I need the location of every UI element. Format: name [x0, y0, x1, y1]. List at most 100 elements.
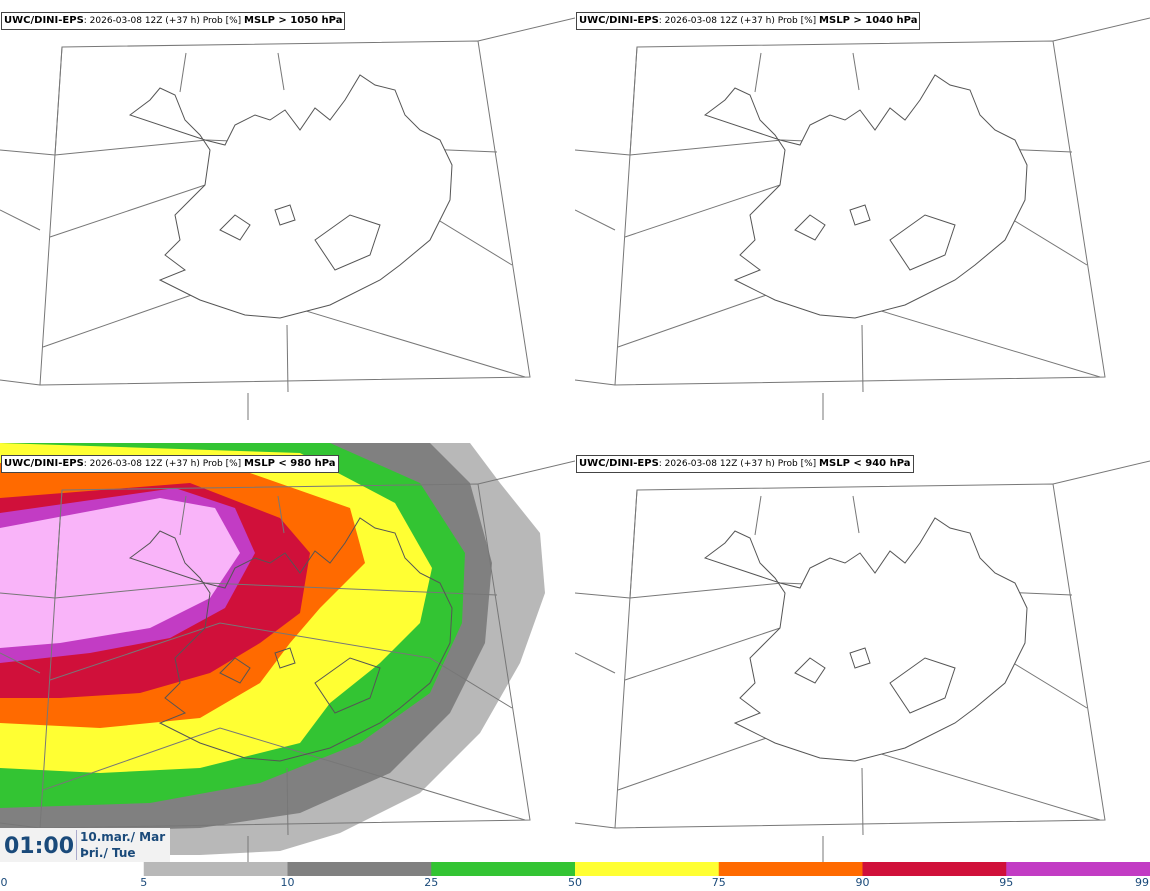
map-panel-mslp-gt-1040: UWC/DINI-EPS: 2026-03-08 12Z (+37 h) Pro…: [575, 0, 1150, 420]
graticule-line: [179, 52, 187, 93]
glacier-outline: [314, 214, 381, 271]
graticule-line: [575, 822, 616, 829]
colorbar-segment: [862, 862, 1007, 876]
graticule-line: [49, 622, 513, 709]
glacier-outline: [794, 657, 826, 684]
colorbar: [0, 862, 1150, 876]
glacier-outline: [219, 657, 251, 684]
colorbar-tick-label: 10: [280, 876, 295, 889]
graticule-line: [286, 324, 289, 393]
graticule-line: [629, 46, 638, 156]
glacier-outline: [274, 647, 296, 669]
graticule-line: [575, 209, 616, 231]
graticule-line: [0, 379, 41, 386]
colorbar-segment: [143, 862, 288, 876]
glacier-outline: [889, 657, 956, 714]
graticule-line: [1052, 460, 1150, 485]
run-info: : 2026-03-08 12Z (+37 h) Prob [%]: [83, 459, 242, 469]
graticule-line: [861, 767, 864, 836]
graticule-line: [0, 582, 498, 599]
variable-name: MSLP > 1040 hPa: [819, 15, 918, 26]
colorbar-tick-label: 25: [424, 876, 439, 889]
glacier-outline: [794, 214, 826, 241]
graticule-line: [754, 495, 762, 536]
valid-time: 01:00: [4, 834, 75, 859]
graticule-line: [277, 495, 285, 534]
glacier-outline: [219, 214, 251, 241]
panel-title: UWC/DINI-EPS: 2026-03-08 12Z (+37 h) Pro…: [576, 455, 914, 473]
iceland-coastline: [128, 74, 453, 319]
graticule-line: [286, 767, 289, 836]
graticule-line: [39, 40, 531, 386]
glacier-outline: [849, 647, 871, 669]
graticule-line: [477, 460, 575, 485]
graticule-line: [852, 52, 860, 91]
colorbar-tick-label: 5: [140, 876, 148, 889]
panel-title: UWC/DINI-EPS: 2026-03-08 12Z (+37 h) Pro…: [1, 455, 339, 473]
colorbar-tick-label: 75: [711, 876, 726, 889]
graticule-line: [575, 652, 616, 674]
colorbar-segment: [1006, 862, 1150, 876]
contour-99: [0, 498, 240, 648]
variable-name: MSLP < 980 hPa: [244, 458, 336, 469]
colorbar-tick-label: 99: [1135, 876, 1149, 889]
valid-time-box: 01:00 10.mar./ Mar Þri./ Tue: [0, 828, 170, 862]
graticule-line: [179, 495, 187, 536]
iceland-coastline: [703, 517, 1028, 762]
run-info: : 2026-03-08 12Z (+37 h) Prob [%]: [658, 459, 817, 469]
model-name: UWC/DINI-EPS: [4, 458, 84, 469]
time-separator: [76, 830, 77, 860]
glacier-outline: [314, 657, 381, 714]
graticule-line: [629, 489, 638, 599]
valid-weekday: Þri./ Tue: [80, 846, 136, 860]
colorbar-segment: [718, 862, 863, 876]
colorbar-segment: [287, 862, 432, 876]
iceland-coastline: [703, 74, 1028, 319]
graticule-line: [54, 46, 63, 156]
map-panel-mslp-gt-1050: UWC/DINI-EPS: 2026-03-08 12Z (+37 h) Pro…: [0, 0, 575, 420]
colorbar-tick-label: 90: [855, 876, 870, 889]
graticule-line: [614, 40, 1106, 386]
variable-name: MSLP < 940 hPa: [819, 458, 911, 469]
colorbar-segment: [575, 862, 720, 876]
colorbar-tick-label: 95: [999, 876, 1014, 889]
glacier-outline: [274, 204, 296, 226]
colorbar-tick-label: 50: [568, 876, 582, 889]
probability-contours: [0, 443, 545, 855]
graticule-line: [861, 324, 864, 393]
run-info: : 2026-03-08 12Z (+37 h) Prob [%]: [658, 16, 817, 26]
graticule-line: [575, 379, 616, 386]
map-panel-mslp-lt-940: UWC/DINI-EPS: 2026-03-08 12Z (+37 h) Pro…: [575, 443, 1150, 863]
run-info: : 2026-03-08 12Z (+37 h) Prob [%]: [83, 16, 242, 26]
glacier-outline: [889, 214, 956, 271]
model-name: UWC/DINI-EPS: [579, 15, 659, 26]
colorbar-tick-label: 0: [0, 876, 8, 889]
graticule-line: [39, 483, 531, 829]
glacier-outline: [849, 204, 871, 226]
graticule-line: [614, 483, 1106, 829]
panel-title: UWC/DINI-EPS: 2026-03-08 12Z (+37 h) Pro…: [1, 12, 346, 30]
model-name: UWC/DINI-EPS: [579, 458, 659, 469]
probability-field: [0, 443, 575, 863]
valid-date: 10.mar./ Mar: [80, 830, 166, 844]
graticule-line: [42, 727, 526, 821]
graticule-line: [0, 822, 41, 829]
model-name: UWC/DINI-EPS: [4, 15, 84, 26]
colorbar-segment: [0, 862, 145, 876]
graticule-line: [54, 489, 63, 599]
graticule-line: [0, 652, 41, 674]
graticule-line: [477, 17, 575, 42]
graticule-line: [277, 52, 285, 91]
variable-name: MSLP > 1050 hPa: [244, 15, 343, 26]
map-panel-mslp-lt-980: UWC/DINI-EPS: 2026-03-08 12Z (+37 h) Pro…: [0, 443, 575, 863]
graticule-line: [852, 495, 860, 534]
graticule-line: [1052, 17, 1150, 42]
panel-title: UWC/DINI-EPS: 2026-03-08 12Z (+37 h) Pro…: [576, 12, 921, 30]
map-graticule: [575, 460, 1150, 863]
colorbar-segment: [431, 862, 576, 876]
map-graticule: [575, 17, 1150, 420]
graticule-line: [0, 209, 41, 231]
iceland-coastline: [128, 517, 453, 762]
graticule-line: [754, 52, 762, 93]
map-graticule: [0, 17, 575, 420]
